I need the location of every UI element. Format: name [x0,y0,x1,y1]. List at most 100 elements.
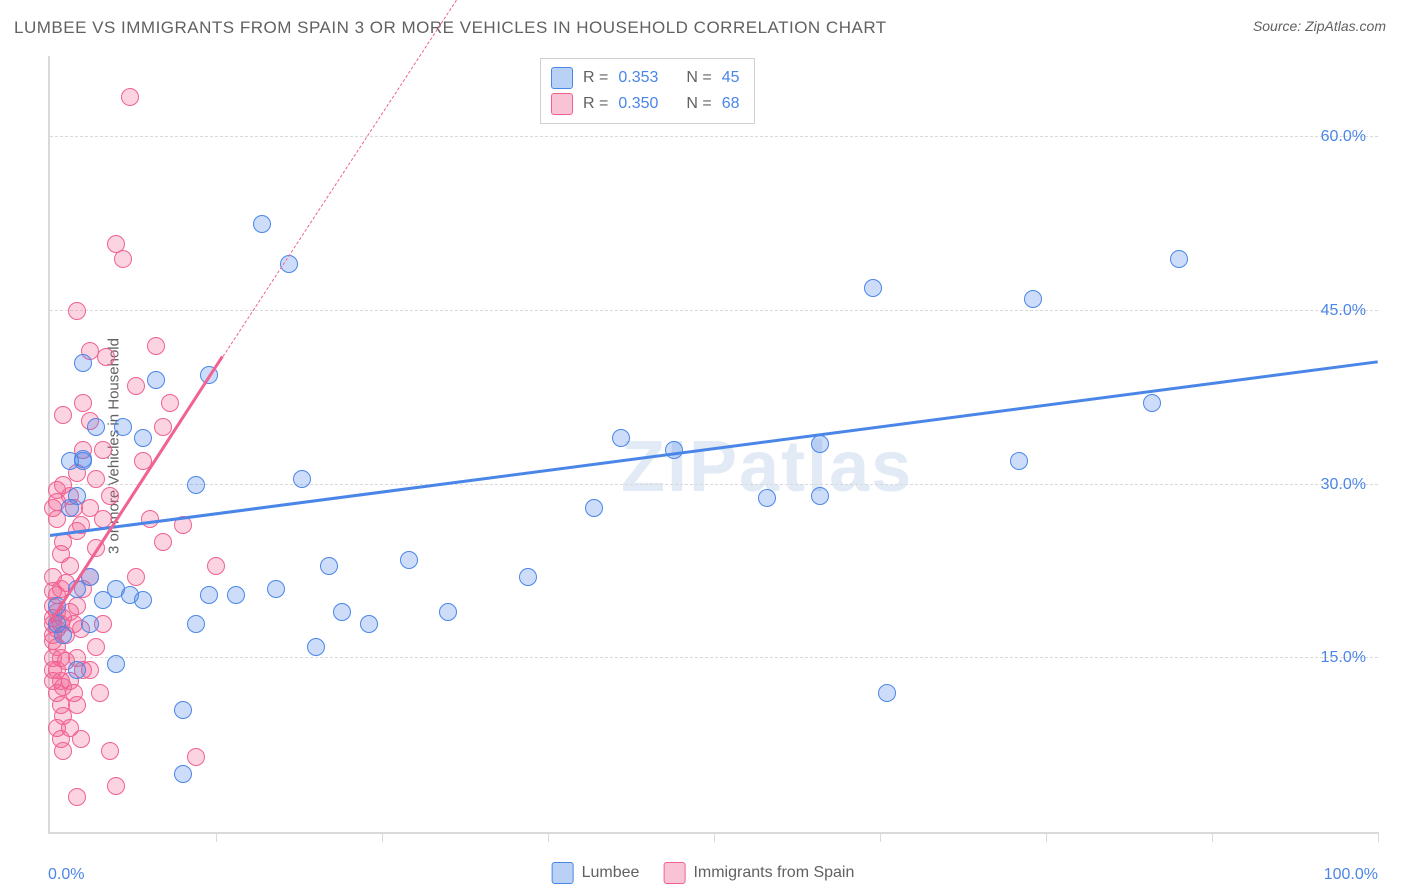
data-point [174,765,192,783]
legend-series-item-0: Lumbee [552,862,640,884]
data-point [127,568,145,586]
data-point [200,586,218,604]
data-point [811,487,829,505]
data-point [61,557,79,575]
data-point [74,394,92,412]
data-point [101,742,119,760]
y-axis-label: 30.0% [1321,476,1366,494]
data-point [1010,452,1028,470]
data-point [54,626,72,644]
data-point [1024,290,1042,308]
data-point [54,742,72,760]
trend-line [222,0,462,357]
data-point [187,476,205,494]
data-point [114,250,132,268]
data-point [811,435,829,453]
data-point [360,615,378,633]
legend-N-label-0: N = [686,69,711,87]
data-point [227,586,245,604]
legend-stats-row-1: R = 0.350 N = 68 [551,91,740,117]
data-point [253,215,271,233]
data-point [74,354,92,372]
legend-N-value-1: 68 [722,95,740,113]
trend-line [50,360,1378,537]
legend-series-item-1: Immigrants from Spain [663,862,854,884]
legend-N-label-1: N = [686,95,711,113]
legend-N-value-0: 45 [722,69,740,87]
x-tick [880,832,881,842]
data-point [1170,250,1188,268]
y-axis-label: 15.0% [1321,649,1366,667]
data-point [107,777,125,795]
x-tick [382,832,383,842]
x-axis-label-max: 100.0% [1324,866,1378,884]
data-point [187,748,205,766]
gridline [50,657,1378,658]
legend-series: Lumbee Immigrants from Spain [552,862,855,884]
data-point [439,603,457,621]
data-point [68,487,86,505]
data-point [134,429,152,447]
chart-container: LUMBEE VS IMMIGRANTS FROM SPAIN 3 OR MOR… [0,0,1406,892]
data-point [267,580,285,598]
data-point [864,279,882,297]
source-value: ZipAtlas.com [1305,18,1386,34]
data-point [161,394,179,412]
data-point [585,499,603,517]
data-point [174,701,192,719]
data-point [101,487,119,505]
data-point [154,418,172,436]
gridline [50,310,1378,311]
data-point [519,568,537,586]
data-point [54,406,72,424]
legend-stats: R = 0.353 N = 45 R = 0.350 N = 68 [540,58,755,124]
plot-area: ZIPatlas 15.0%30.0%45.0%60.0% [48,56,1378,834]
data-point [72,730,90,748]
data-point [68,696,86,714]
y-axis-label: 60.0% [1321,128,1366,146]
data-point [87,418,105,436]
legend-R-label-1: R = [583,95,608,113]
legend-R-value-0: 0.353 [618,69,658,87]
data-point [187,615,205,633]
data-point [68,597,86,615]
legend-series-0-label: Lumbee [582,864,640,882]
data-point [154,533,172,551]
source-attribution: Source: ZipAtlas.com [1253,18,1386,34]
data-point [878,684,896,702]
data-point [97,348,115,366]
data-point [612,429,630,447]
legend-R-label-0: R = [583,69,608,87]
x-tick [1046,832,1047,842]
data-point [107,655,125,673]
x-axis-label-min: 0.0% [48,866,84,884]
legend-stats-row-0: R = 0.353 N = 45 [551,65,740,91]
data-point [87,470,105,488]
data-point [293,470,311,488]
swatch-series-1 [551,93,573,115]
legend-R-value-1: 0.350 [618,95,658,113]
data-point [207,557,225,575]
gridline [50,484,1378,485]
data-point [134,591,152,609]
x-tick [1378,832,1379,842]
x-tick [548,832,549,842]
data-point [121,88,139,106]
data-point [68,661,86,679]
x-tick [1212,832,1213,842]
data-point [68,302,86,320]
gridline [50,136,1378,137]
data-point [94,441,112,459]
y-axis-label: 45.0% [1321,302,1366,320]
swatch-series-0 [551,67,573,89]
data-point [400,551,418,569]
data-point [147,371,165,389]
data-point [1143,394,1161,412]
data-point [74,452,92,470]
x-tick [714,832,715,842]
data-point [320,557,338,575]
legend-series-1-label: Immigrants from Spain [693,864,854,882]
data-point [758,489,776,507]
data-point [91,684,109,702]
data-point [333,603,351,621]
